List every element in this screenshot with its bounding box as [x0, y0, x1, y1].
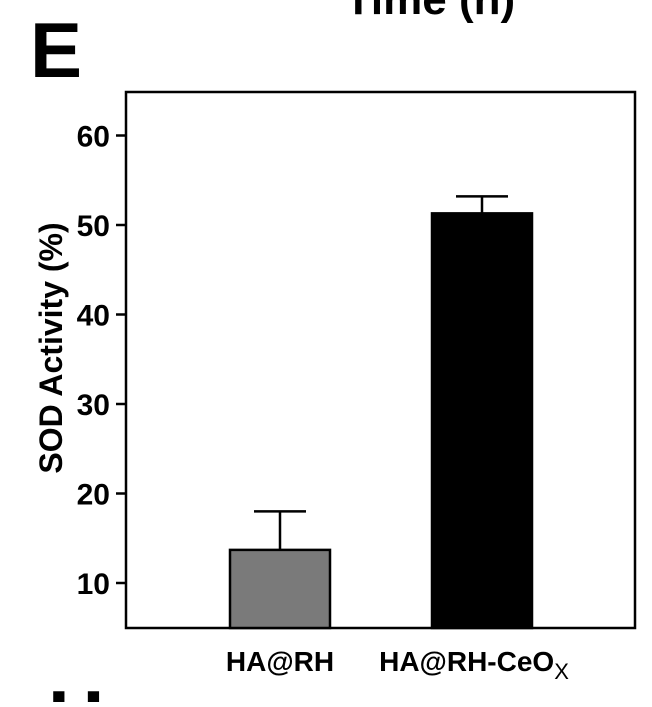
y-tick-label: 10: [77, 568, 110, 601]
panel-label: E: [30, 6, 82, 94]
x-category-label-2: HA@RH-CeOX: [379, 646, 569, 684]
bar-2: [430, 212, 534, 630]
y-tick-label: 40: [77, 300, 110, 333]
y-axis-label: SOD Activity (%): [33, 222, 69, 473]
plot-frame: [124, 90, 637, 630]
x-category-label-text: HA@RH-CeO: [379, 646, 554, 677]
y-tick-label: 20: [77, 479, 110, 512]
y-axis-ticks: 10 20 30 40 50 60: [77, 121, 126, 601]
y-tick-label: 30: [77, 389, 110, 422]
error-bars: [254, 195, 508, 550]
bars: [228, 212, 534, 630]
x-axis-labels: HA@RH HA@RH-CeOX: [226, 646, 569, 684]
x-category-label-1: HA@RH: [226, 646, 334, 677]
bar-1: [228, 548, 332, 630]
y-tick-label: 50: [77, 210, 110, 243]
top-cut-text: Time (h): [345, 0, 515, 24]
x-category-label-subscript: X: [554, 659, 569, 684]
next-panel-label: H: [48, 674, 104, 702]
y-tick-label: 60: [77, 121, 110, 154]
x-category-label-text: HA@RH: [226, 646, 334, 677]
